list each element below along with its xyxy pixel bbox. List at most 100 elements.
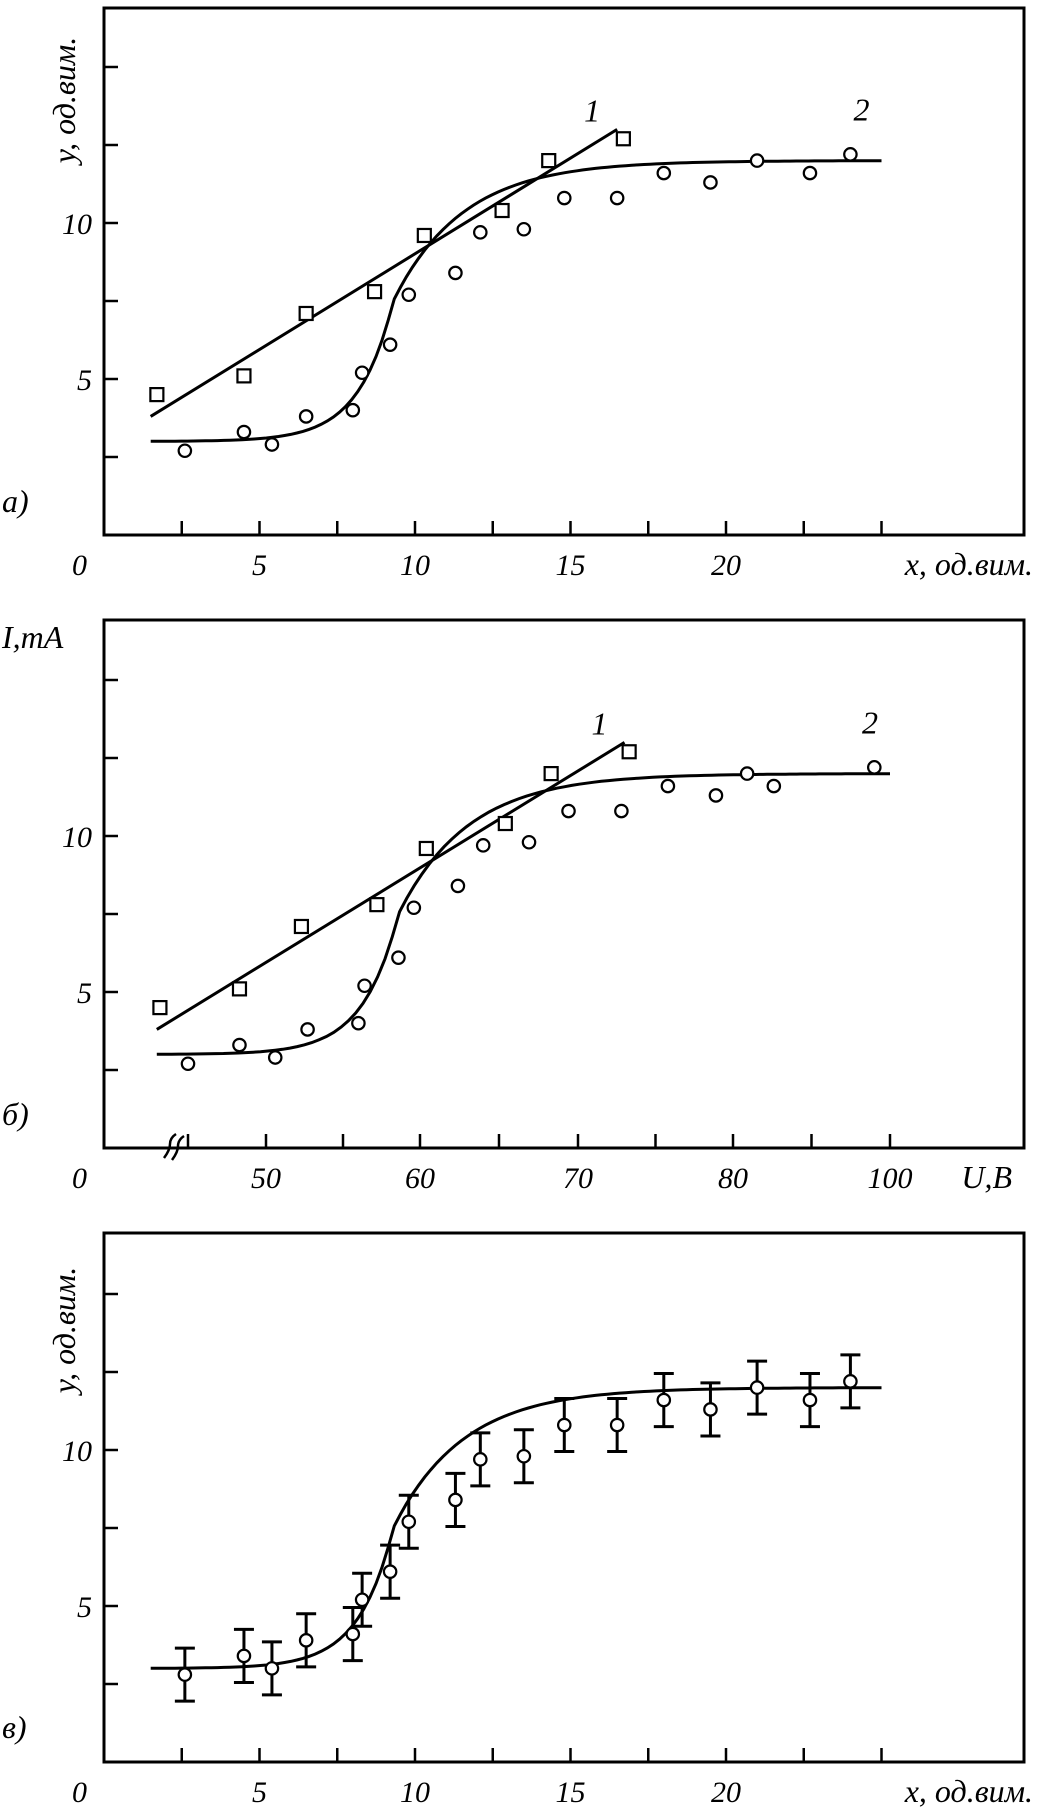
origin-label: 0 bbox=[72, 549, 87, 582]
data-point-circle bbox=[351, 1015, 366, 1031]
data-point-circle bbox=[614, 803, 629, 819]
data-point-circle bbox=[843, 1374, 858, 1389]
x-axis-label: x, од.вим. bbox=[904, 1773, 1033, 1809]
data-point-square bbox=[369, 897, 385, 913]
x-tick-label: 10 bbox=[400, 1776, 430, 1809]
data-point-circle bbox=[300, 1022, 315, 1037]
data-point-circle bbox=[708, 788, 724, 803]
data-point-square bbox=[615, 131, 631, 147]
x-tick-label: 80 bbox=[718, 1162, 748, 1195]
data-point-circle bbox=[298, 1633, 314, 1648]
y-tick-label: 5 bbox=[77, 977, 92, 1010]
data-point-circle bbox=[236, 1648, 252, 1664]
data-point-circle bbox=[232, 1037, 247, 1053]
x-tick-label: 10 bbox=[400, 549, 430, 582]
data-point-square bbox=[298, 305, 314, 322]
y-axis-label: I,mA bbox=[1, 619, 64, 655]
panel-label: б) bbox=[2, 1096, 29, 1132]
data-point-square bbox=[497, 815, 513, 832]
panel-label: а) bbox=[2, 483, 29, 519]
data-point-circle bbox=[180, 1056, 196, 1072]
data-point-circle bbox=[561, 803, 576, 819]
x-tick-label: 15 bbox=[556, 549, 586, 582]
y-tick-label: 5 bbox=[77, 1591, 92, 1624]
x-tick-label: 50 bbox=[251, 1162, 281, 1195]
fit-curve-1 bbox=[156, 741, 626, 1031]
data-point-circle bbox=[298, 409, 314, 424]
data-point-circle bbox=[609, 190, 625, 206]
curve-label-1: 1 bbox=[592, 705, 608, 741]
data-point-square bbox=[418, 840, 434, 857]
axis-break-mark bbox=[162, 1132, 177, 1159]
x-axis-label: U,B bbox=[961, 1159, 1012, 1195]
data-point-circle bbox=[354, 1592, 370, 1608]
x-tick-label: 5 bbox=[252, 1776, 267, 1809]
data-point-circle bbox=[177, 443, 193, 459]
data-point-circle bbox=[516, 221, 532, 237]
data-point-circle bbox=[516, 1448, 532, 1464]
axis-break-mark bbox=[170, 1134, 185, 1161]
data-point-circle bbox=[749, 1380, 765, 1395]
data-point-circle bbox=[391, 950, 406, 965]
data-point-circle bbox=[448, 265, 463, 281]
data-point-circle bbox=[556, 1417, 572, 1433]
panel-label: в) bbox=[2, 1709, 27, 1745]
data-point-circle bbox=[766, 778, 782, 794]
plot-frame bbox=[102, 1231, 1026, 1764]
data-point-circle bbox=[264, 1661, 280, 1676]
data-point-circle bbox=[703, 175, 718, 190]
data-point-circle bbox=[749, 153, 765, 168]
y-axis-label: y, од.вим. bbox=[46, 37, 82, 167]
data-point-square bbox=[236, 368, 252, 384]
x-tick-label: 70 bbox=[563, 1162, 593, 1195]
data-point-circle bbox=[401, 1514, 417, 1530]
plot-frame bbox=[102, 618, 1026, 1150]
y-tick-label: 10 bbox=[62, 821, 92, 854]
data-point-circle bbox=[448, 1492, 463, 1508]
data-point-square bbox=[621, 744, 637, 760]
data-point-square bbox=[366, 284, 383, 300]
origin-label: 0 bbox=[72, 1162, 87, 1195]
data-point-circle bbox=[357, 978, 372, 994]
fit-curve-2 bbox=[156, 772, 890, 1056]
data-point-circle bbox=[382, 337, 398, 352]
fit-curve-1 bbox=[149, 128, 618, 418]
data-point-circle bbox=[739, 766, 755, 781]
data-point-circle bbox=[473, 1452, 488, 1467]
chart-panel-3: 5 10 15 20 5 10 0 в) x, од.вим. y, од.вим. bbox=[2, 1231, 1033, 1809]
plot-frame bbox=[102, 6, 1026, 537]
data-point-square bbox=[152, 999, 168, 1016]
y-tick-label: 5 bbox=[77, 364, 92, 397]
x-tick-label: 20 bbox=[711, 1776, 741, 1809]
data-point-circle bbox=[267, 1050, 283, 1065]
x-tick-label: 100 bbox=[868, 1162, 913, 1195]
data-point-circle bbox=[473, 225, 488, 240]
data-point-circle bbox=[264, 437, 280, 452]
data-point-circle bbox=[345, 402, 361, 418]
data-point-square bbox=[541, 153, 557, 169]
x-axis-label: x, од.вим. bbox=[904, 546, 1033, 582]
y-tick-label: 10 bbox=[62, 1435, 92, 1468]
x-tick-label: 15 bbox=[556, 1776, 586, 1809]
data-point-circle bbox=[354, 365, 370, 381]
data-point-square bbox=[231, 981, 248, 997]
data-point-circle bbox=[656, 165, 672, 181]
data-point-circle bbox=[609, 1417, 625, 1433]
x-tick-label: 60 bbox=[405, 1162, 435, 1195]
chart-panel-1: 5 10 15 20 5 10 0 а) x, од.вим. y, од.вим. 1 2 bbox=[2, 6, 1033, 582]
data-point-circle bbox=[802, 165, 818, 181]
data-point-circle bbox=[401, 287, 417, 303]
data-point-circle bbox=[406, 900, 422, 916]
data-point-square bbox=[494, 202, 510, 219]
data-point-square bbox=[149, 387, 165, 403]
curve-label-2: 2 bbox=[862, 705, 878, 741]
data-point-circle bbox=[703, 1402, 718, 1417]
data-point-circle bbox=[450, 878, 466, 894]
data-point-square bbox=[293, 918, 310, 935]
data-point-square bbox=[416, 227, 432, 244]
data-point-circle bbox=[345, 1626, 361, 1642]
data-point-circle bbox=[236, 424, 252, 440]
data-point-circle bbox=[802, 1392, 818, 1408]
